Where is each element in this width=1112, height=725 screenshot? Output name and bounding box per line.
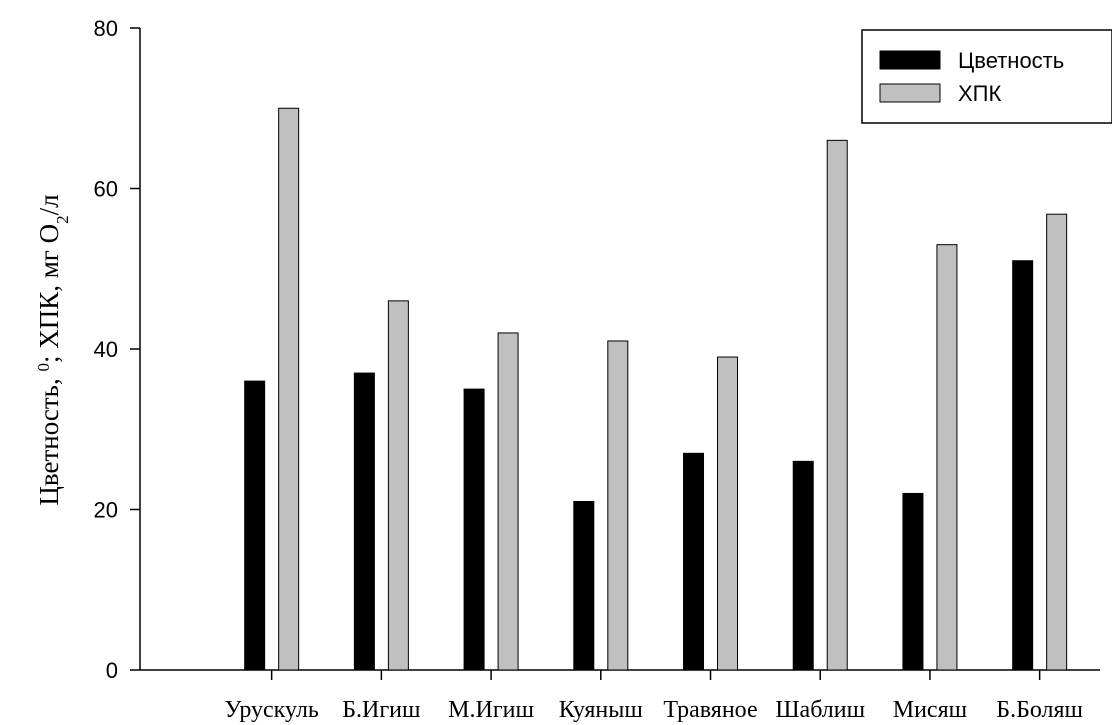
x-tick-label: Травяное xyxy=(663,697,757,723)
y-axis-label-sub: 2 xyxy=(53,215,72,224)
bar-color-4 xyxy=(573,500,595,671)
legend-label-1: Цветность xyxy=(958,48,1064,73)
bar-cod-2 xyxy=(387,300,409,671)
x-tick-label: Урускуль xyxy=(224,697,318,723)
x-tick-label: Б.Игиш xyxy=(342,697,421,723)
bar-cod-5 xyxy=(717,356,739,671)
y-axis-label-degree: 0 xyxy=(34,363,53,372)
y-tick-label: 20 xyxy=(94,498,118,523)
legend-box xyxy=(861,29,1112,124)
bar-color-1 xyxy=(244,380,266,671)
bar-cod-7 xyxy=(936,244,958,671)
bar-color-7 xyxy=(902,492,924,671)
x-ticks: Урускуль Б.Игиш М.Игиш Куяныш Травяное Шаблиш… xyxy=(224,670,1084,723)
x-tick-label: Куяныш xyxy=(559,697,644,723)
legend-swatch-2 xyxy=(879,83,941,103)
bar-cod-8 xyxy=(1046,213,1068,671)
x-tick-label: Б.Боляш xyxy=(996,697,1083,723)
bar-cod-4 xyxy=(607,340,629,671)
bar-cod-3 xyxy=(497,332,519,671)
y-tick-label: 80 xyxy=(94,16,118,41)
y-axis-label-mid: ; ХПК, мг О xyxy=(34,224,64,363)
legend-swatch-1 xyxy=(879,50,941,70)
bars xyxy=(244,107,1068,671)
y-tick-label: 40 xyxy=(94,337,118,362)
bar-color-2 xyxy=(353,372,375,671)
bar-color-6 xyxy=(792,460,814,671)
bar-cod-1 xyxy=(278,107,300,671)
legend: Цветность ХПК xyxy=(861,29,1112,124)
bar-color-3 xyxy=(463,388,485,671)
y-ticks: 0 20 40 60 80 xyxy=(94,16,140,683)
x-tick-label: Шаблиш xyxy=(775,697,865,723)
bar-cod-6 xyxy=(826,139,848,671)
y-axis-label: Цветность, 0; ХПК, мг О2/л xyxy=(34,194,72,505)
bar-color-5 xyxy=(683,452,705,671)
bar-color-8 xyxy=(1012,260,1034,671)
y-tick-label: 0 xyxy=(106,658,118,683)
y-tick-label: 60 xyxy=(94,177,118,202)
y-axis-label-main: Цветность, xyxy=(34,372,64,506)
x-tick-label: М.Игиш xyxy=(448,697,534,723)
legend-label-2: ХПК xyxy=(958,81,1001,106)
x-tick-label: Мисяш xyxy=(893,697,968,723)
y-axis-label-end: /л xyxy=(34,194,64,215)
